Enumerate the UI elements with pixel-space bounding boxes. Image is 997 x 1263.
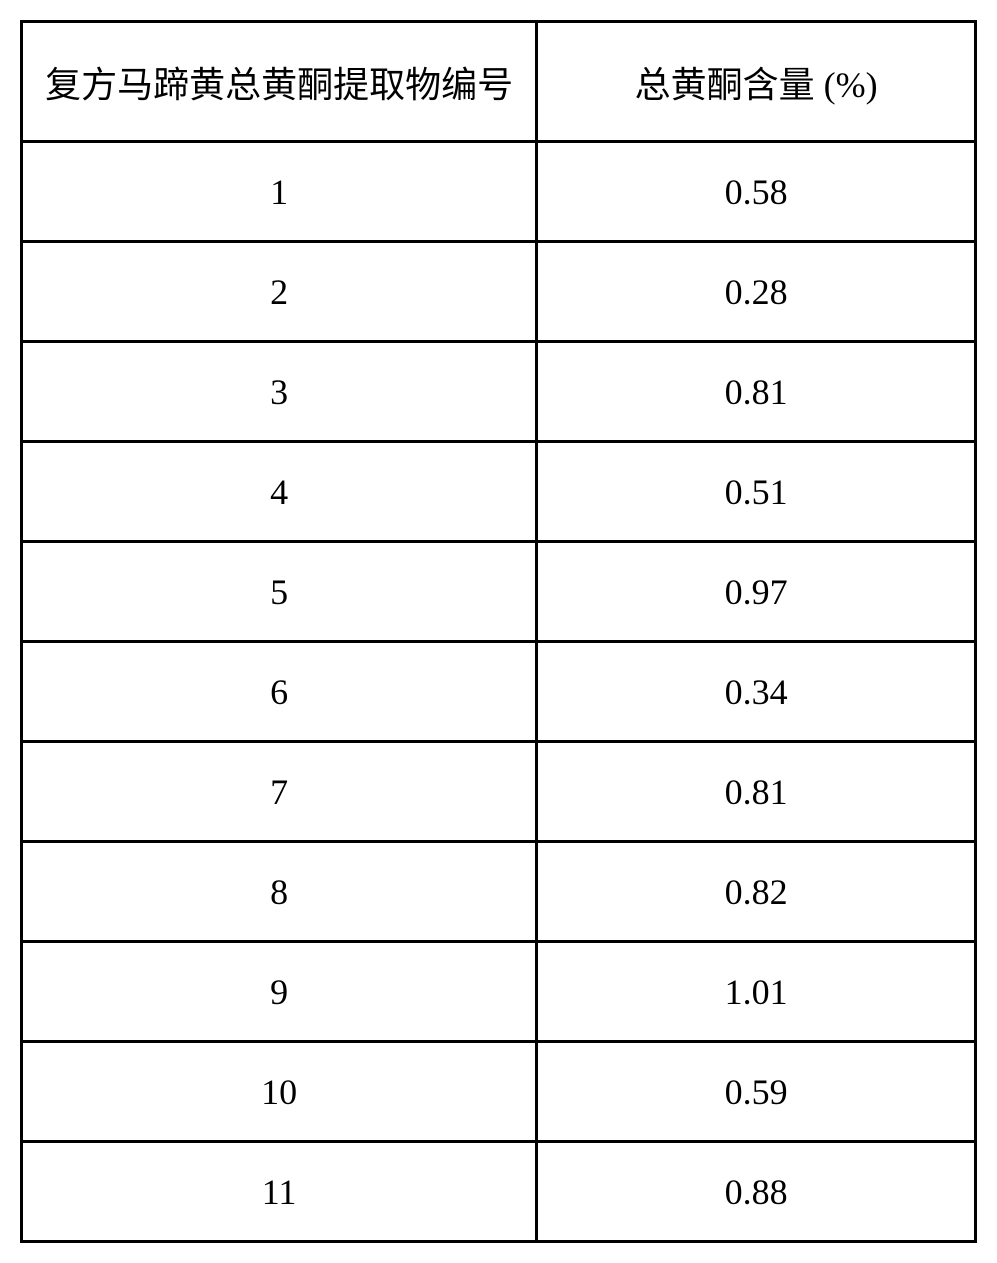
cell-extract-number: 6	[22, 642, 537, 742]
cell-extract-number: 8	[22, 842, 537, 942]
table-row: 8 0.82	[22, 842, 976, 942]
table-header-row: 复方马蹄黄总黄酮提取物编号 总黄酮含量 (%)	[22, 22, 976, 142]
cell-extract-number: 7	[22, 742, 537, 842]
cell-extract-number: 5	[22, 542, 537, 642]
table-row: 5 0.97	[22, 542, 976, 642]
table-row: 11 0.88	[22, 1142, 976, 1242]
cell-flavonoid-content: 0.59	[537, 1042, 976, 1142]
table-row: 10 0.59	[22, 1042, 976, 1142]
table-row: 7 0.81	[22, 742, 976, 842]
cell-extract-number: 11	[22, 1142, 537, 1242]
data-table: 复方马蹄黄总黄酮提取物编号 总黄酮含量 (%) 1 0.58 2 0.28 3 …	[20, 20, 977, 1243]
cell-extract-number: 3	[22, 342, 537, 442]
cell-flavonoid-content: 0.28	[537, 242, 976, 342]
table-row: 9 1.01	[22, 942, 976, 1042]
cell-flavonoid-content: 0.81	[537, 342, 976, 442]
column-header-flavonoid-content: 总黄酮含量 (%)	[537, 22, 976, 142]
cell-flavonoid-content: 0.81	[537, 742, 976, 842]
table-row: 4 0.51	[22, 442, 976, 542]
cell-flavonoid-content: 0.51	[537, 442, 976, 542]
column-header-extract-number: 复方马蹄黄总黄酮提取物编号	[22, 22, 537, 142]
table-row: 6 0.34	[22, 642, 976, 742]
cell-flavonoid-content: 0.97	[537, 542, 976, 642]
table-row: 2 0.28	[22, 242, 976, 342]
cell-extract-number: 1	[22, 142, 537, 242]
cell-flavonoid-content: 1.01	[537, 942, 976, 1042]
cell-flavonoid-content: 0.88	[537, 1142, 976, 1242]
cell-extract-number: 4	[22, 442, 537, 542]
cell-flavonoid-content: 0.58	[537, 142, 976, 242]
cell-extract-number: 9	[22, 942, 537, 1042]
cell-flavonoid-content: 0.82	[537, 842, 976, 942]
cell-flavonoid-content: 0.34	[537, 642, 976, 742]
table-row: 1 0.58	[22, 142, 976, 242]
table-container: 复方马蹄黄总黄酮提取物编号 总黄酮含量 (%) 1 0.58 2 0.28 3 …	[20, 20, 977, 1243]
table-body: 1 0.58 2 0.28 3 0.81 4 0.51 5 0.97 6 0.3…	[22, 142, 976, 1242]
table-row: 3 0.81	[22, 342, 976, 442]
cell-extract-number: 10	[22, 1042, 537, 1142]
cell-extract-number: 2	[22, 242, 537, 342]
